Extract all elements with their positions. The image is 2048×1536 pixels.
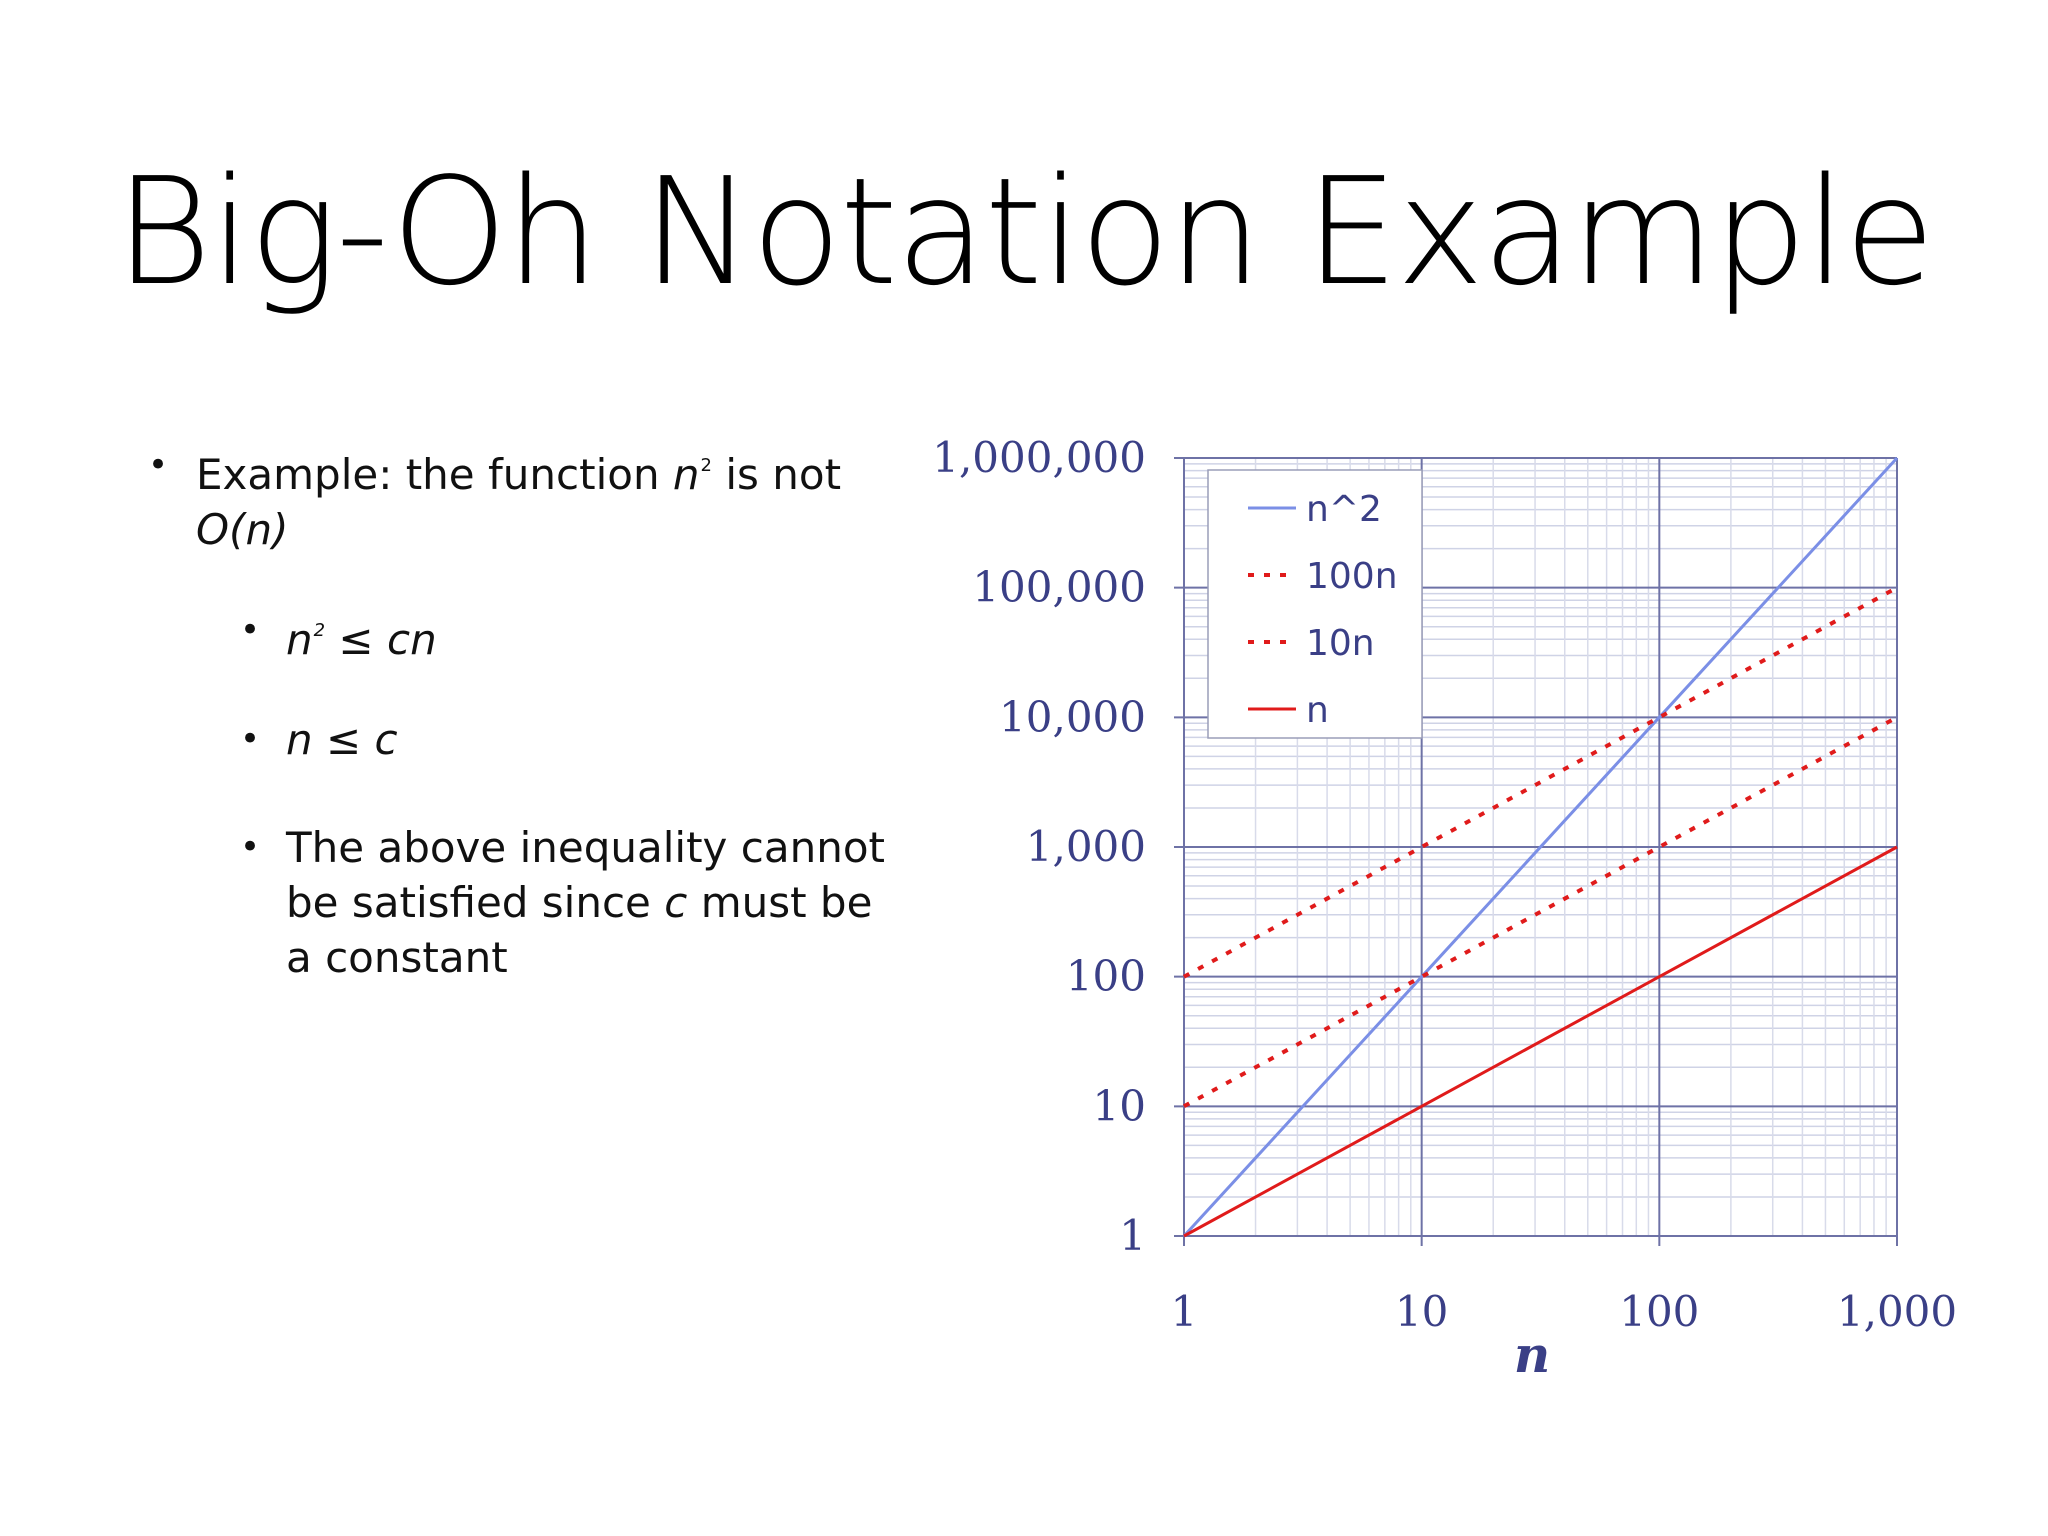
x-tick-label: 100 xyxy=(1619,1287,1699,1336)
bullet-sub-1-text: n2 ≤ cn xyxy=(286,603,906,667)
legend-label: 100n xyxy=(1306,556,1398,597)
y-tick-label: 1 xyxy=(1119,1211,1146,1260)
bullet-main-sup: 2 xyxy=(700,455,712,476)
x-tick-label: 10 xyxy=(1395,1287,1448,1336)
x-axis-label: n xyxy=(1514,1325,1550,1384)
legend-label: 10n xyxy=(1306,623,1375,664)
tick-labels: 1 10 100 1,000 10,000 100,000 1,000,000 1 10 100 1… xyxy=(932,433,1957,1336)
bullet-sub-3-line2c: must be xyxy=(687,878,873,927)
legend-label: n xyxy=(1306,690,1329,731)
bullet-sub-3-line1: The above inequality cannot xyxy=(286,823,885,872)
x-tick-label: 1 xyxy=(1171,1287,1198,1336)
series-line-n xyxy=(1183,845,1898,1238)
bullet-main-line2: O(n) xyxy=(196,505,289,554)
bullet-main-suffix: is not xyxy=(712,450,842,499)
y-tick-label: 1,000 xyxy=(1026,822,1146,871)
y-tick-label: 10 xyxy=(1093,1081,1146,1130)
series-line-100n xyxy=(1183,585,1898,979)
bullet-sub-2-text: n ≤ c xyxy=(286,715,398,764)
bullet-sub-3-line3: a constant xyxy=(286,933,508,982)
series-line-n2 xyxy=(1182,456,1899,1238)
bullet-dot: • xyxy=(240,827,261,867)
bullet-sub-1-var: n xyxy=(286,615,313,664)
legend-box xyxy=(1207,469,1423,739)
y-tick-label: 100,000 xyxy=(972,563,1146,612)
bullet-dot: • xyxy=(148,445,169,485)
x-tick-label: 1,000 xyxy=(1837,1287,1957,1336)
bullet-main-prefix: Example: the function xyxy=(196,450,673,499)
bullet-main-var: n xyxy=(672,450,700,499)
bullet-dot: • xyxy=(240,719,261,759)
bullet-sub-3-line2b: c xyxy=(664,878,688,927)
y-tick-label: 10,000 xyxy=(999,692,1146,741)
slide-title: Big-Oh Notation Example xyxy=(114,146,1935,318)
bullet-sub-3-line2a: be satisfied since xyxy=(286,878,665,927)
series-line-10n xyxy=(1183,715,1898,1109)
series-layer xyxy=(1182,456,1899,1238)
y-tick-label: 100 xyxy=(1066,952,1146,1001)
bullet-dot: • xyxy=(240,610,261,650)
legend-label: n^2 xyxy=(1306,489,1382,530)
bullet-sub-1-rest: ≤ cn xyxy=(325,615,437,664)
bullet-sub-3-text: The above inequality cannot be satisfied… xyxy=(286,820,906,985)
y-tick-label: 1,000,000 xyxy=(932,433,1146,482)
bullet-main-text: Example: the function n2 is not O(n) xyxy=(196,438,896,557)
legend: n^2 100n 10n n xyxy=(1207,469,1423,739)
bullet-sub-1-sup: 2 xyxy=(313,620,326,641)
